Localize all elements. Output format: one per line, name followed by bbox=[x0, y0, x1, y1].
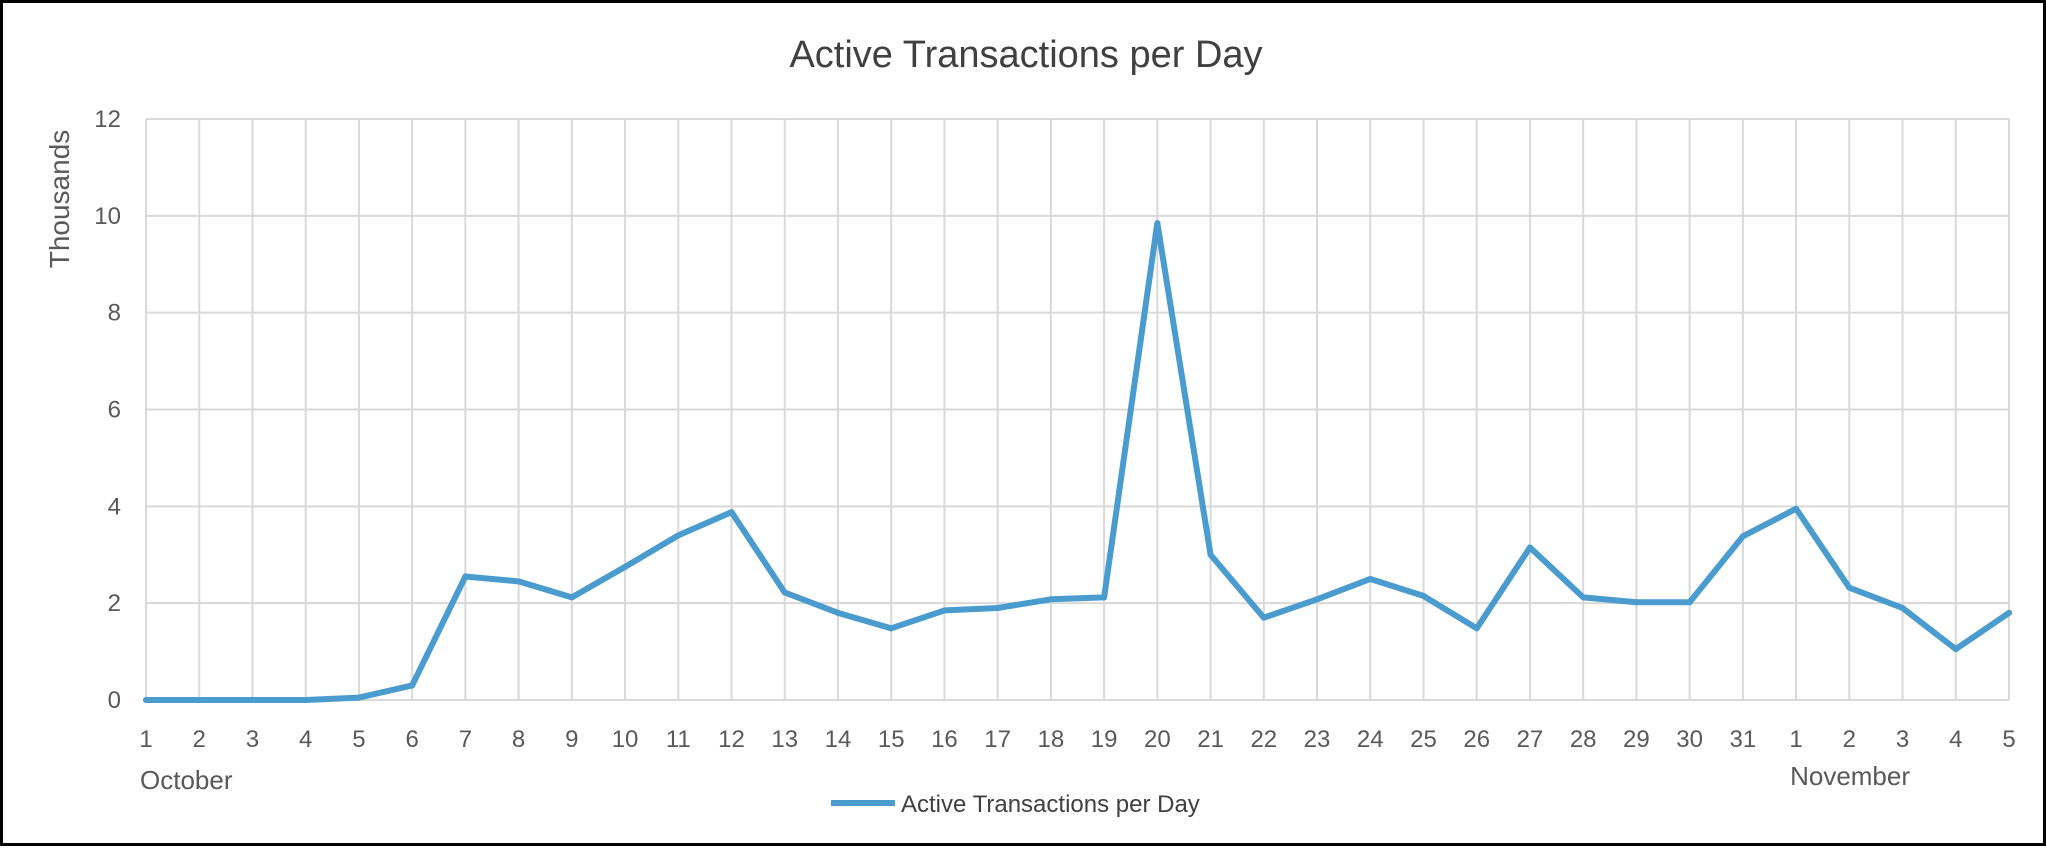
x-tick-label: 22 bbox=[1250, 726, 1277, 753]
x-tick-label: 25 bbox=[1410, 726, 1437, 753]
series-layer bbox=[143, 220, 2012, 703]
data-point bbox=[1899, 605, 1906, 612]
x-tick-label: 26 bbox=[1463, 726, 1490, 753]
data-point bbox=[1846, 584, 1853, 591]
data-point bbox=[1739, 533, 1746, 540]
gridlines bbox=[145, 118, 2010, 701]
data-point bbox=[1526, 544, 1533, 551]
data-point bbox=[622, 563, 629, 570]
x-tick-label: 23 bbox=[1304, 726, 1331, 753]
x-tick-label: 20 bbox=[1144, 726, 1171, 753]
data-point bbox=[249, 697, 256, 703]
x-tick-label: 31 bbox=[1730, 726, 1757, 753]
x-tick-label: 18 bbox=[1038, 726, 1065, 753]
data-point bbox=[196, 697, 203, 703]
data-point bbox=[462, 573, 469, 580]
data-point bbox=[675, 532, 682, 539]
data-point bbox=[1207, 551, 1214, 558]
data-point bbox=[1260, 614, 1267, 621]
data-point bbox=[2006, 609, 2012, 616]
x-tick-label: 1 bbox=[139, 726, 152, 753]
data-point bbox=[302, 697, 309, 703]
x-tick-label: 1 bbox=[1789, 726, 1802, 753]
x-tick-label: 29 bbox=[1623, 726, 1650, 753]
x-tick-label: 15 bbox=[878, 726, 905, 753]
y-tick-label: 2 bbox=[108, 590, 121, 617]
x-axis-month-labels: October November bbox=[140, 761, 1910, 795]
data-point bbox=[1367, 575, 1374, 582]
y-tick-label: 8 bbox=[108, 300, 121, 327]
x-tick-label: 30 bbox=[1676, 726, 1703, 753]
data-point bbox=[728, 509, 735, 516]
data-point bbox=[143, 697, 149, 703]
y-tick-label: 4 bbox=[108, 493, 121, 520]
y-axis-title: Thousands bbox=[44, 130, 75, 269]
x-tick-label: 17 bbox=[984, 726, 1011, 753]
x-tick-label: 9 bbox=[565, 726, 578, 753]
data-point bbox=[1793, 505, 1800, 512]
data-point bbox=[355, 694, 362, 701]
x-tick-label: 7 bbox=[459, 726, 472, 753]
x-tick-label: 16 bbox=[931, 726, 958, 753]
y-tick-label: 12 bbox=[94, 106, 121, 133]
data-point bbox=[1473, 625, 1480, 632]
data-point bbox=[568, 594, 575, 601]
x-group-label: November bbox=[1790, 761, 1910, 791]
data-point bbox=[994, 605, 1001, 612]
x-tick-label: 27 bbox=[1517, 726, 1544, 753]
x-tick-label: 13 bbox=[771, 726, 798, 753]
x-tick-label: 2 bbox=[193, 726, 206, 753]
data-point bbox=[1314, 596, 1321, 603]
x-tick-label: 5 bbox=[2002, 726, 2015, 753]
data-point bbox=[1952, 646, 1959, 653]
x-tick-label: 5 bbox=[352, 726, 365, 753]
data-point bbox=[1047, 596, 1054, 603]
data-point bbox=[1580, 594, 1587, 601]
y-tick-label: 10 bbox=[94, 203, 121, 230]
y-tick-label: 0 bbox=[108, 687, 121, 714]
data-point bbox=[941, 607, 948, 614]
chart-title: Active Transactions per Day bbox=[789, 34, 1262, 76]
x-tick-label: 24 bbox=[1357, 726, 1384, 753]
x-tick-label: 8 bbox=[512, 726, 525, 753]
x-tick-label: 3 bbox=[1896, 726, 1909, 753]
data-point bbox=[834, 609, 841, 616]
data-point bbox=[888, 625, 895, 632]
x-tick-label: 4 bbox=[1949, 726, 1962, 753]
data-point bbox=[1101, 594, 1108, 601]
y-tick-label: 6 bbox=[108, 397, 121, 424]
data-point bbox=[1420, 592, 1427, 599]
x-tick-label: 4 bbox=[299, 726, 312, 753]
x-tick-label: 2 bbox=[1843, 726, 1856, 753]
data-point bbox=[409, 682, 416, 689]
legend: Active Transactions per Day bbox=[831, 791, 1200, 818]
x-tick-label: 6 bbox=[405, 726, 418, 753]
x-tick-label: 3 bbox=[246, 726, 259, 753]
data-point bbox=[1633, 599, 1640, 606]
data-point bbox=[1154, 220, 1161, 227]
data-point bbox=[515, 578, 522, 585]
data-point bbox=[781, 589, 788, 596]
x-tick-label: 10 bbox=[612, 726, 639, 753]
data-point bbox=[1686, 599, 1693, 606]
x-group-label: October bbox=[140, 765, 233, 795]
y-axis-ticks: 0 2 4 6 8 10 12 bbox=[94, 106, 121, 714]
x-tick-label: 19 bbox=[1091, 726, 1118, 753]
x-tick-label: 21 bbox=[1197, 726, 1224, 753]
x-axis-ticks: 1 2 3 4 5 6 7 8 9 10 11 12 13 14 15 16 17 18 19 20 21 22 23 24 2… bbox=[139, 726, 2015, 753]
x-tick-label: 11 bbox=[666, 726, 691, 753]
legend-label: Active Transactions per Day bbox=[901, 791, 1200, 818]
x-tick-label: 14 bbox=[825, 726, 852, 753]
line-chart: Active Transactions per Day Thousands 0 2… bbox=[44, 34, 2016, 818]
x-tick-label: 28 bbox=[1570, 726, 1597, 753]
x-tick-label: 12 bbox=[718, 726, 745, 753]
series-line bbox=[143, 220, 2012, 703]
